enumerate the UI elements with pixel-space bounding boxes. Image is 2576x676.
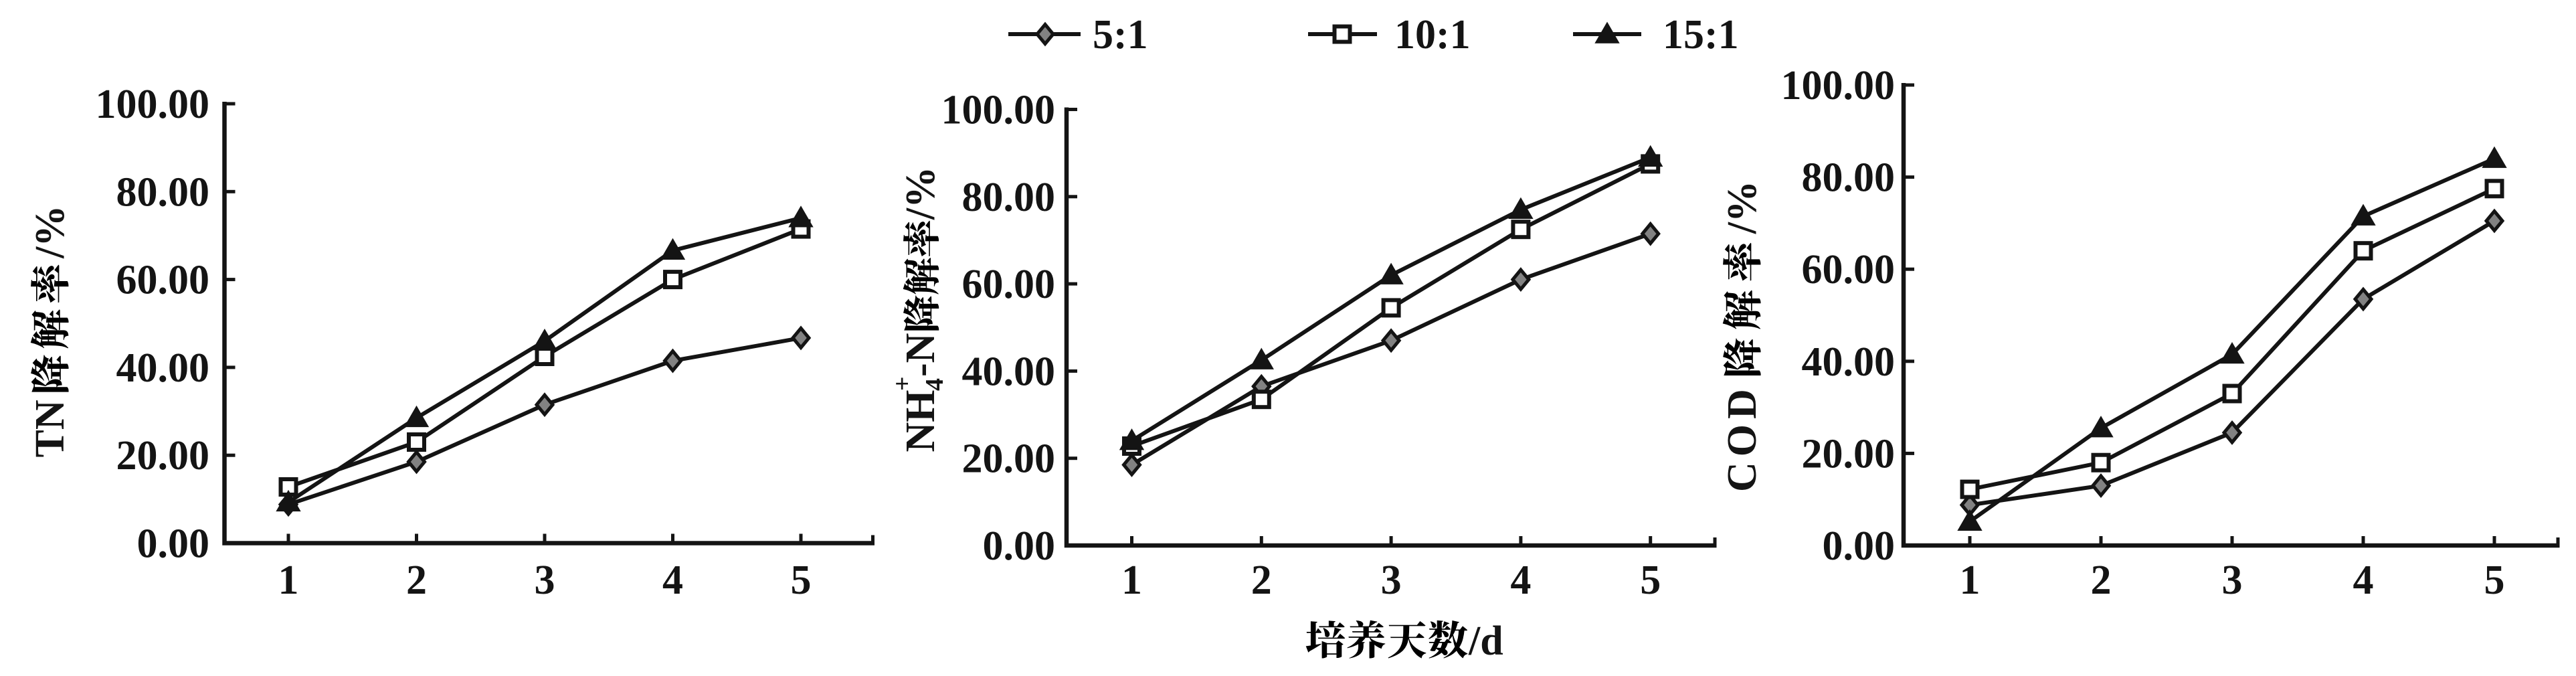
svg-text:0.00: 0.00 [137, 521, 210, 567]
svg-text:0.00: 0.00 [983, 523, 1056, 569]
svg-text:+: + [889, 376, 917, 391]
svg-text:COD: COD [1720, 384, 1765, 492]
svg-text:1: 1 [1121, 558, 1142, 603]
svg-text:/%: /% [27, 205, 73, 259]
svg-text:3: 3 [2222, 558, 2243, 603]
svg-text:60.00: 60.00 [1802, 247, 1896, 292]
svg-text:/%: /% [898, 167, 943, 220]
svg-text:4: 4 [662, 558, 683, 603]
svg-text:4: 4 [921, 378, 949, 391]
svg-text:5: 5 [791, 558, 812, 603]
svg-text:80.00: 80.00 [962, 175, 1056, 220]
svg-text:-N: -N [898, 333, 943, 377]
svg-text:15:1: 15:1 [1663, 12, 1739, 58]
svg-text:2: 2 [1251, 558, 1272, 603]
svg-text:20.00: 20.00 [962, 436, 1056, 482]
svg-text:NH: NH [898, 390, 943, 452]
svg-text:5: 5 [1640, 558, 1661, 603]
svg-text:/d: /d [1468, 618, 1503, 664]
svg-text:1: 1 [1960, 558, 1981, 603]
svg-text:5:1: 5:1 [1093, 12, 1148, 58]
svg-text:4: 4 [1510, 558, 1531, 603]
svg-text:TN: TN [27, 400, 73, 457]
svg-text:/%: /% [1720, 181, 1765, 234]
svg-text:4: 4 [2353, 558, 2374, 603]
svg-text:40.00: 40.00 [962, 349, 1056, 394]
svg-text:10:1: 10:1 [1394, 12, 1471, 58]
svg-text:100.00: 100.00 [1781, 63, 1896, 108]
svg-text:60.00: 60.00 [962, 262, 1056, 307]
svg-text:2: 2 [2091, 558, 2112, 603]
svg-text:0.00: 0.00 [1823, 523, 1896, 569]
svg-text:2: 2 [406, 558, 427, 603]
svg-text:80.00: 80.00 [116, 169, 210, 215]
svg-text:80.00: 80.00 [1802, 155, 1896, 201]
svg-text:100.00: 100.00 [941, 88, 1056, 133]
svg-text:40.00: 40.00 [1802, 339, 1896, 385]
svg-text:20.00: 20.00 [116, 433, 210, 479]
svg-text:40.00: 40.00 [116, 345, 210, 391]
svg-text:5: 5 [2484, 558, 2505, 603]
svg-text:3: 3 [1381, 558, 1402, 603]
svg-text:60.00: 60.00 [116, 258, 210, 303]
svg-text:20.00: 20.00 [1802, 431, 1896, 477]
svg-text:1: 1 [278, 558, 299, 603]
svg-text:3: 3 [535, 558, 555, 603]
svg-text:100.00: 100.00 [96, 82, 210, 127]
